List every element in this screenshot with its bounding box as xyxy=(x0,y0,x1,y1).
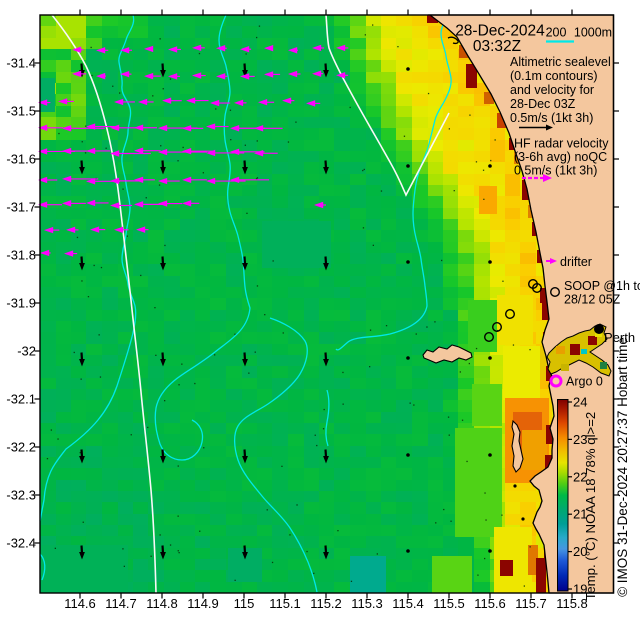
svg-text:Argo 0: Argo 0 xyxy=(566,375,603,389)
svg-text:28-Dec 03Z: 28-Dec 03Z xyxy=(510,97,576,111)
svg-text:115.1: 115.1 xyxy=(269,596,301,611)
svg-text:24: 24 xyxy=(573,395,587,410)
svg-text:115.5: 115.5 xyxy=(433,596,465,611)
svg-text:115.7: 115.7 xyxy=(515,596,547,611)
svg-text:115.8: 115.8 xyxy=(556,596,588,611)
svg-text:HF radar velocity: HF radar velocity xyxy=(514,137,609,151)
svg-text:-31.7: -31.7 xyxy=(6,200,36,215)
svg-text:-31.4: -31.4 xyxy=(6,56,36,71)
svg-text:-32.2: -32.2 xyxy=(6,440,36,455)
svg-text:-32.4: -32.4 xyxy=(6,536,36,551)
svg-text:-32.3: -32.3 xyxy=(6,488,36,503)
svg-text:114.6: 114.6 xyxy=(64,596,96,611)
svg-text:-32: -32 xyxy=(17,344,36,359)
svg-text:114.7: 114.7 xyxy=(105,596,137,611)
svg-text:-31.6: -31.6 xyxy=(6,152,36,167)
svg-text:1000m: 1000m xyxy=(574,26,612,40)
svg-text:0.5m/s (1kt 3h): 0.5m/s (1kt 3h) xyxy=(514,164,597,178)
svg-text:115.6: 115.6 xyxy=(474,596,506,611)
svg-text:(3-6h avg) noQC: (3-6h avg) noQC xyxy=(514,150,607,164)
svg-text:114.8: 114.8 xyxy=(146,596,178,611)
svg-text:115.2: 115.2 xyxy=(310,596,342,611)
svg-text:03:32Z: 03:32Z xyxy=(473,38,521,55)
svg-text:28-Dec-2024: 28-Dec-2024 xyxy=(455,23,545,40)
svg-text:28/12 05Z: 28/12 05Z xyxy=(564,293,621,307)
svg-text:20: 20 xyxy=(573,544,587,559)
svg-text:200: 200 xyxy=(546,26,567,40)
svg-text:Altimetric sealevel: Altimetric sealevel xyxy=(510,55,611,69)
svg-text:-31.9: -31.9 xyxy=(6,296,36,311)
svg-text:21: 21 xyxy=(573,507,587,522)
svg-text:115.3: 115.3 xyxy=(351,596,383,611)
svg-text:Temp. (°C) NOAA 18 78% ql>=2: Temp. (°C) NOAA 18 78% ql>=2 xyxy=(583,412,598,601)
svg-text:114.9: 114.9 xyxy=(187,596,219,611)
svg-text:115: 115 xyxy=(234,596,255,611)
svg-text:-31.5: -31.5 xyxy=(6,104,36,119)
svg-text:© IMOS 31-Dec-2024 20:27:37 Ho: © IMOS 31-Dec-2024 20:27:37 Hobart time xyxy=(615,337,630,597)
svg-text:and velocity for: and velocity for xyxy=(510,83,594,97)
svg-text:19: 19 xyxy=(573,582,587,597)
svg-text:23: 23 xyxy=(573,432,587,447)
svg-text:22: 22 xyxy=(573,469,587,484)
svg-text:SOOP @1h to: SOOP @1h to xyxy=(564,279,640,293)
svg-text:drifter: drifter xyxy=(560,255,592,269)
svg-text:-31.8: -31.8 xyxy=(6,248,36,263)
svg-text:-32.1: -32.1 xyxy=(6,392,36,407)
svg-text:115.4: 115.4 xyxy=(392,596,424,611)
svg-text:(0.1m contours): (0.1m contours) xyxy=(510,69,598,83)
svg-text:Perth: Perth xyxy=(604,330,635,345)
svg-text:0.5m/s (1kt 3h): 0.5m/s (1kt 3h) xyxy=(510,111,593,125)
